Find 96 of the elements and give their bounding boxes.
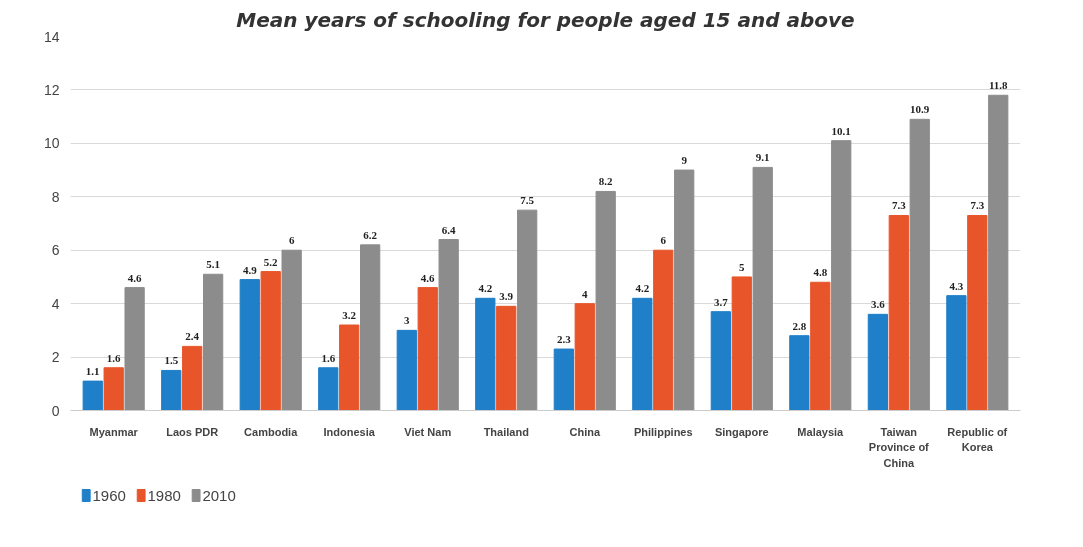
bar — [475, 297, 496, 411]
data-label: 5.2 — [263, 255, 279, 268]
data-label: 11.8 — [988, 79, 1009, 92]
bar — [360, 244, 381, 411]
bar — [831, 140, 852, 411]
data-label: 5.1 — [206, 258, 221, 271]
bar — [239, 279, 260, 411]
bar — [710, 311, 731, 411]
bar — [438, 239, 459, 411]
data-label: 4.6 — [420, 271, 436, 284]
x-tick-label: Philippines — [633, 425, 693, 438]
y-tick-label: 6 — [51, 242, 60, 259]
data-label: 4.6 — [127, 271, 142, 284]
bar — [752, 166, 773, 411]
x-tick-label: Republic of Korea — [947, 425, 1008, 454]
data-label: 4.9 — [242, 263, 258, 276]
data-label: 3.6 — [870, 298, 886, 311]
data-label: 7.3 — [891, 199, 907, 212]
y-tick-label: 8 — [51, 188, 60, 205]
data-label: 1.6 — [106, 351, 122, 364]
bar — [574, 303, 595, 411]
y-tick-label: 0 — [51, 402, 60, 419]
bar — [595, 190, 616, 411]
data-label: 9.1 — [755, 151, 770, 164]
x-tick-label: Singapore — [714, 425, 769, 438]
data-label: 2.3 — [556, 333, 572, 346]
x-tick-label: Viet Nam — [404, 425, 452, 438]
bar — [517, 209, 538, 411]
x-tick-label: Malaysia — [797, 425, 845, 438]
data-label: 4.8 — [813, 266, 828, 279]
y-tick-label: 4 — [51, 295, 60, 312]
bar — [810, 281, 831, 411]
data-label: 6.4 — [441, 223, 457, 236]
data-label: 4.2 — [635, 282, 650, 295]
bar — [417, 287, 438, 411]
x-tick-label: Laos PDR — [166, 425, 219, 438]
data-label: 3.9 — [499, 290, 514, 303]
data-label: 10.9 — [910, 103, 930, 116]
data-label: 4.2 — [478, 282, 493, 295]
bar — [946, 295, 967, 411]
data-label: 10.1 — [831, 124, 851, 137]
legend-label: 1960 — [92, 486, 126, 504]
data-label: 2.8 — [792, 319, 807, 332]
bar — [967, 214, 988, 411]
data-label: 1.6 — [321, 351, 336, 364]
data-label: 6.2 — [363, 228, 378, 241]
data-label: 2.4 — [185, 330, 200, 343]
data-label: 5 — [739, 260, 746, 273]
x-tick-label: Cambodia — [244, 425, 299, 438]
bar — [909, 118, 930, 411]
y-tick-label: 14 — [43, 28, 60, 45]
bar — [789, 335, 810, 411]
bar — [82, 380, 103, 411]
legend-label: 2010 — [202, 486, 236, 504]
bar — [281, 249, 302, 411]
bar — [653, 249, 674, 411]
data-label: 1.5 — [164, 354, 179, 367]
data-label: 7.5 — [520, 194, 535, 207]
data-label: 4 — [582, 287, 589, 300]
bar — [731, 276, 752, 411]
x-tick-label: Thailand — [483, 425, 529, 438]
x-tick-label: Taiwan Province of China — [868, 425, 930, 469]
data-label: 1.1 — [85, 365, 100, 378]
chart-title: Mean years of schooling for people aged 15 and above — [236, 7, 855, 32]
x-tick-label: China — [569, 425, 601, 438]
data-label: 3.2 — [342, 309, 357, 322]
data-label: 3 — [404, 314, 411, 327]
x-tick-label: Myanmar — [89, 425, 139, 438]
bar — [396, 329, 417, 411]
data-label: 3.7 — [713, 295, 729, 308]
y-tick-label: 10 — [43, 135, 60, 152]
bar — [553, 348, 574, 411]
bar — [867, 313, 888, 411]
bar — [674, 169, 695, 411]
bar — [988, 94, 1009, 411]
y-tick-label: 2 — [51, 349, 60, 366]
bar — [339, 324, 360, 411]
x-tick-label: Indonesia — [323, 425, 376, 438]
y-tick-label: 12 — [43, 81, 60, 98]
legend-label: 1980 — [147, 486, 181, 504]
bar — [203, 273, 224, 411]
data-label: 6 — [660, 234, 667, 247]
bar — [496, 305, 517, 411]
bar — [161, 369, 182, 411]
bar — [632, 297, 653, 411]
bar — [124, 287, 145, 411]
data-label: 7.3 — [970, 199, 985, 212]
bar — [182, 345, 203, 411]
data-label: 8.2 — [598, 175, 614, 188]
bar — [103, 367, 124, 411]
data-label: 4.3 — [949, 279, 964, 292]
bar — [888, 214, 909, 411]
bar — [260, 271, 281, 411]
data-label: 9 — [681, 154, 688, 167]
data-label: 6 — [288, 234, 295, 247]
bar — [318, 367, 339, 411]
